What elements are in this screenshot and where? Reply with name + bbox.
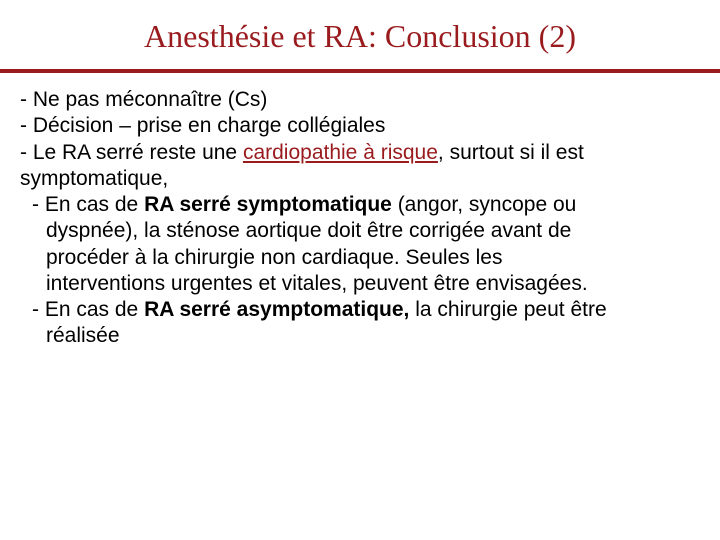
bullet-line: procéder à la chirurgie non cardiaque. S… bbox=[46, 245, 694, 271]
bullet-line: - En cas de RA serré asymptomatique, la … bbox=[46, 297, 694, 323]
bullet-line: - En cas de RA serré symptomatique (ango… bbox=[46, 192, 694, 218]
text-run: - En cas de bbox=[32, 298, 144, 321]
bullet-line: symptomatique, bbox=[20, 166, 694, 192]
text-run: (angor, syncope ou bbox=[392, 193, 576, 216]
text-run: - Le RA serré reste une bbox=[20, 141, 243, 164]
indented-block: - En cas de RA serré symptomatique (ango… bbox=[20, 192, 694, 350]
bold-text: RA serré asymptomatique, bbox=[144, 298, 409, 321]
bullet-line: interventions urgentes et vitales, peuve… bbox=[46, 271, 694, 297]
emphasis-text: cardiopathie à risque bbox=[243, 141, 438, 164]
bullet-line: - Décision – prise en charge collégiales bbox=[20, 113, 694, 139]
bullet-line: - Ne pas méconnaître (Cs) bbox=[20, 87, 694, 113]
bullet-line: réalisée bbox=[46, 323, 694, 349]
text-run: la chirurgie peut être bbox=[409, 298, 606, 321]
bullet-line: dyspnée), la sténose aortique doit être … bbox=[46, 218, 694, 244]
slide: Anesthésie et RA: Conclusion (2) - Ne pa… bbox=[0, 0, 720, 540]
bullet-line: - Le RA serré reste une cardiopathie à r… bbox=[20, 140, 694, 166]
text-run: , surtout si il est bbox=[438, 141, 584, 164]
slide-title: Anesthésie et RA: Conclusion (2) bbox=[0, 0, 720, 69]
text-run: - En cas de bbox=[32, 193, 144, 216]
slide-body: - Ne pas méconnaître (Cs) - Décision – p… bbox=[0, 73, 720, 350]
bold-text: RA serré symptomatique bbox=[144, 193, 392, 216]
